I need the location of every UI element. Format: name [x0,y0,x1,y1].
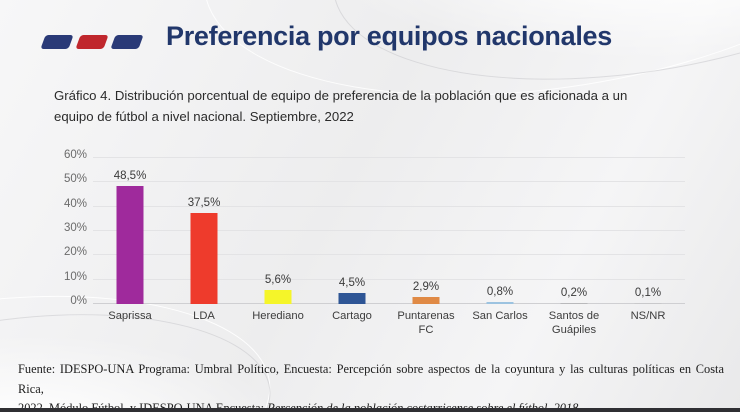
x-axis-tick-label: Puntarenas FC [397,310,455,336]
bar-group[interactable]: 4,5% [315,158,389,304]
bar[interactable] [264,290,292,304]
gridline [93,230,685,231]
bar-value-label: 0,1% [634,286,662,299]
chart-bars: 48,5% 37,5% 5,6% 4,5% 2,9% 0,8% 0,2% 0,1% [93,157,685,304]
bar-value-label: 5,6% [264,274,292,287]
bar-group[interactable]: 37,5% [167,158,241,304]
bar[interactable] [560,302,588,304]
y-axis-tick-label: 40% [63,197,87,210]
bar-chart: 60% 50% 40% 30% 20% 10% 0% 48,5% 37,5% 5,6% 4,5% 2… [0,140,740,340]
gridline [93,181,685,183]
y-axis-labels: 60% 50% 40% 30% 20% 10% 0% [41,149,87,307]
logo-bar-navy-left [40,35,74,49]
bar-value-label: 0,8% [486,286,514,299]
bar-group[interactable]: 5,6% [241,158,315,304]
x-axis-tick-label: Cartago [332,310,372,322]
bar-value-label: 0,2% [560,286,588,299]
bar[interactable] [634,302,662,304]
x-axis-tick-label: Herediano [252,310,304,322]
bar[interactable] [412,296,440,304]
bar-value-label: 2,9% [412,280,440,293]
chart-caption-line2: equipo de fútbol a nivel nacional. Septi… [54,109,354,124]
y-axis-tick-label: 20% [63,246,87,259]
bottom-accent-bar [0,408,740,412]
source-note-period: . [578,401,582,412]
y-axis-tick-label: 30% [63,222,87,234]
bar-value-label: 37,5% [187,196,221,209]
source-note-line2-text: 2022, Módulo Fútbol, y IDESPO-UNA Encues… [18,401,268,412]
source-note-line2: 2022, Módulo Fútbol, y IDESPO-UNA Encues… [18,399,724,412]
x-axis-tick-label: San Carlos [472,310,528,322]
x-axis-tick-label: Saprissa [108,310,152,322]
source-note-line1: Fuente: IDESPO-UNA Programa: Umbral Polí… [18,362,724,396]
slide-header: Preferencia por equipos nacionales [0,0,740,74]
gridline [93,205,685,207]
chart-caption: Gráfico 4. Distribución porcentual de eq… [54,85,706,127]
bar-value-label: 48,5% [113,169,147,182]
gridline [93,254,685,256]
y-axis-tick-label: 10% [63,270,87,283]
y-axis-tick-label: 60% [63,149,87,161]
bar[interactable] [338,293,366,304]
x-axis-line [93,303,685,304]
bar-value-label: 4,5% [338,277,366,290]
y-axis-tick-label: 50% [63,173,87,186]
y-axis-tick-label: 0% [70,295,87,307]
x-axis-tick-label: LDA [193,310,215,322]
x-axis-labels: Saprissa LDA Herediano Cartago Puntarenas FC S… [93,310,685,344]
page-title: Preferencia por equipos nacionales [166,21,612,51]
source-note: Fuente: IDESPO-UNA Programa: Umbral Polí… [18,360,724,412]
source-note-italic: Percepción de la población costarricense… [267,401,579,412]
bar[interactable] [486,302,514,304]
gridline [93,157,685,158]
bar[interactable] [190,212,218,304]
x-axis-tick-label: NS/NR [630,310,666,322]
gridline [93,278,685,280]
bar[interactable] [116,185,144,304]
idespo-una-logo [40,35,144,51]
chart-caption-line1: Gráfico 4. Distribución porcentual de eq… [54,88,628,103]
bar-group[interactable]: 48,5% [93,158,167,304]
bar-group[interactable]: 0,1% [611,158,685,304]
logo-bar-navy-right [110,35,144,49]
bar-group[interactable]: 0,2% [537,158,611,304]
logo-bar-red [75,35,109,49]
bar-group[interactable]: 0,8% [463,158,537,304]
chart-plot-area [93,157,685,304]
bar-group[interactable]: 2,9% [389,158,463,304]
x-axis-tick-label: Santos de Guápiles [548,310,600,336]
